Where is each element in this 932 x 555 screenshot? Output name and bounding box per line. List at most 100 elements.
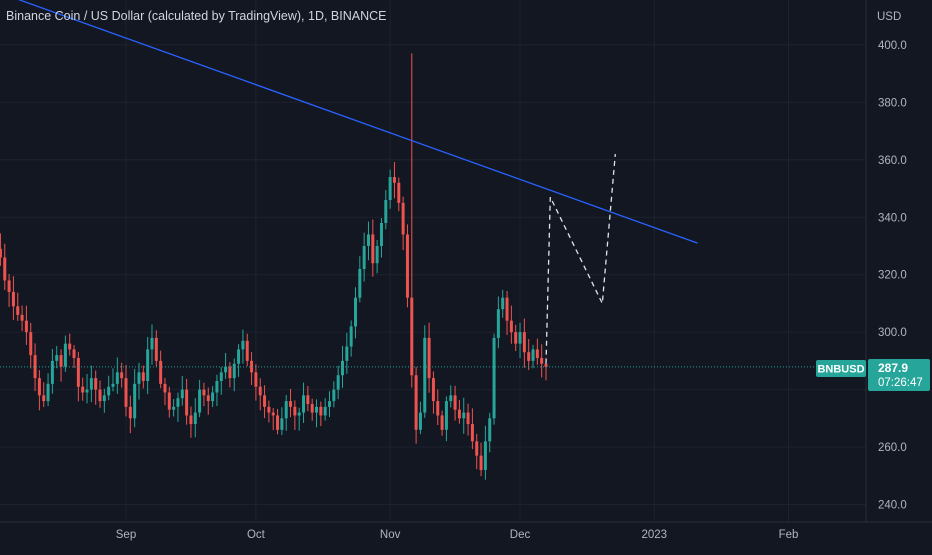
candle-body — [310, 403, 314, 413]
candle-body — [42, 395, 46, 402]
candle-body — [505, 297, 509, 321]
price-tag-value: 287.9 — [878, 361, 908, 375]
candle-body — [349, 326, 353, 347]
candle-body — [219, 372, 223, 381]
candle-body — [332, 389, 336, 402]
candle-body — [154, 337, 158, 361]
candle-body — [336, 375, 340, 390]
candle-body — [176, 398, 180, 407]
candle-body — [245, 340, 249, 361]
candle-body — [276, 415, 280, 430]
candle-body — [63, 343, 67, 367]
candle-body — [341, 360, 344, 376]
candle-body — [33, 355, 37, 379]
candle-body — [453, 395, 457, 410]
candle-body — [258, 386, 262, 396]
candle-body — [120, 372, 124, 379]
price-tick-label: 360.0 — [878, 155, 907, 167]
candle-body — [392, 177, 396, 183]
drawings[interactable] — [0, 0, 698, 364]
candle-body — [522, 332, 526, 353]
candle-body — [375, 245, 379, 264]
time-tick-label: Dec — [510, 529, 531, 541]
candle-body — [59, 355, 63, 367]
candle-body — [405, 234, 409, 298]
candle-body — [68, 343, 72, 350]
candle-body — [198, 389, 202, 413]
candle-body — [55, 355, 59, 361]
candle-body — [211, 392, 215, 402]
price-tag-countdown: 07:26:47 — [878, 377, 923, 389]
candle-body — [457, 409, 461, 419]
candle-body — [388, 177, 392, 201]
candle-body — [16, 306, 20, 315]
candle-body — [111, 383, 115, 387]
candle-body — [527, 352, 531, 361]
candle-body — [180, 389, 184, 399]
time-axis-ticks[interactable]: Sep Oct Nov Dec 2023 Feb — [116, 529, 799, 541]
candle-body — [189, 415, 193, 425]
candle-body — [410, 297, 414, 376]
candles — [0, 53, 548, 480]
candle-body — [250, 360, 254, 373]
candle-body — [3, 257, 7, 281]
candle-body — [76, 358, 80, 387]
candle-body — [81, 386, 85, 393]
candle-body — [137, 372, 141, 384]
candle-body — [345, 346, 349, 361]
projection-path — [545, 154, 616, 364]
candle-body — [24, 320, 28, 333]
candle-body — [535, 349, 539, 359]
symbol-tag-box — [816, 360, 866, 377]
time-tick-label: Feb — [779, 529, 799, 541]
candle-body — [150, 337, 154, 350]
candle-body — [444, 401, 448, 430]
candle-body — [202, 389, 206, 396]
candle-body — [544, 363, 548, 367]
candle-body — [7, 280, 11, 292]
price-tick-label: 380.0 — [878, 97, 907, 109]
candle-body — [224, 366, 228, 373]
candle-body — [414, 375, 418, 430]
candle-body — [263, 395, 267, 407]
candle-body — [492, 337, 496, 419]
currency-label: USD — [877, 11, 901, 23]
candle-body — [379, 222, 383, 246]
candle-body — [0, 248, 2, 258]
candle-body — [501, 297, 505, 310]
price-axis-ticks[interactable]: 400.0 380.0 360.0 340.0 320.0 300.0 260.0 240.0 — [878, 40, 907, 512]
candle-body — [418, 412, 422, 430]
trendline — [17, 0, 698, 244]
candle-body — [72, 349, 76, 359]
candle-body — [267, 406, 271, 413]
candle-body — [37, 378, 41, 396]
candle-body — [531, 349, 535, 361]
candle-body — [107, 386, 111, 396]
price-tick-label: 320.0 — [878, 270, 907, 282]
candle-body — [146, 349, 150, 381]
price-tick-label: 300.0 — [878, 327, 907, 339]
price-tag[interactable]: 287.9 07:26:47 — [868, 359, 930, 391]
candle-body — [401, 202, 405, 235]
candle-body — [193, 412, 197, 425]
candle-body — [185, 389, 189, 416]
candle-body — [423, 337, 427, 413]
candle-body — [466, 412, 470, 425]
candle-body — [518, 332, 522, 344]
candle-body — [163, 383, 167, 393]
candle-body — [289, 401, 293, 407]
candle-body — [85, 389, 89, 393]
candle-body — [141, 372, 145, 381]
symbol-tag[interactable]: BNBUSD — [816, 360, 866, 377]
candle-body — [206, 395, 210, 402]
candle-body — [483, 441, 487, 471]
candle-body — [115, 372, 119, 384]
candle-body — [353, 297, 357, 327]
candle-body — [232, 363, 236, 379]
candle-body — [384, 200, 388, 223]
price-tick-label: 340.0 — [878, 212, 907, 224]
candle-body — [94, 378, 98, 390]
candle-body — [436, 401, 440, 416]
